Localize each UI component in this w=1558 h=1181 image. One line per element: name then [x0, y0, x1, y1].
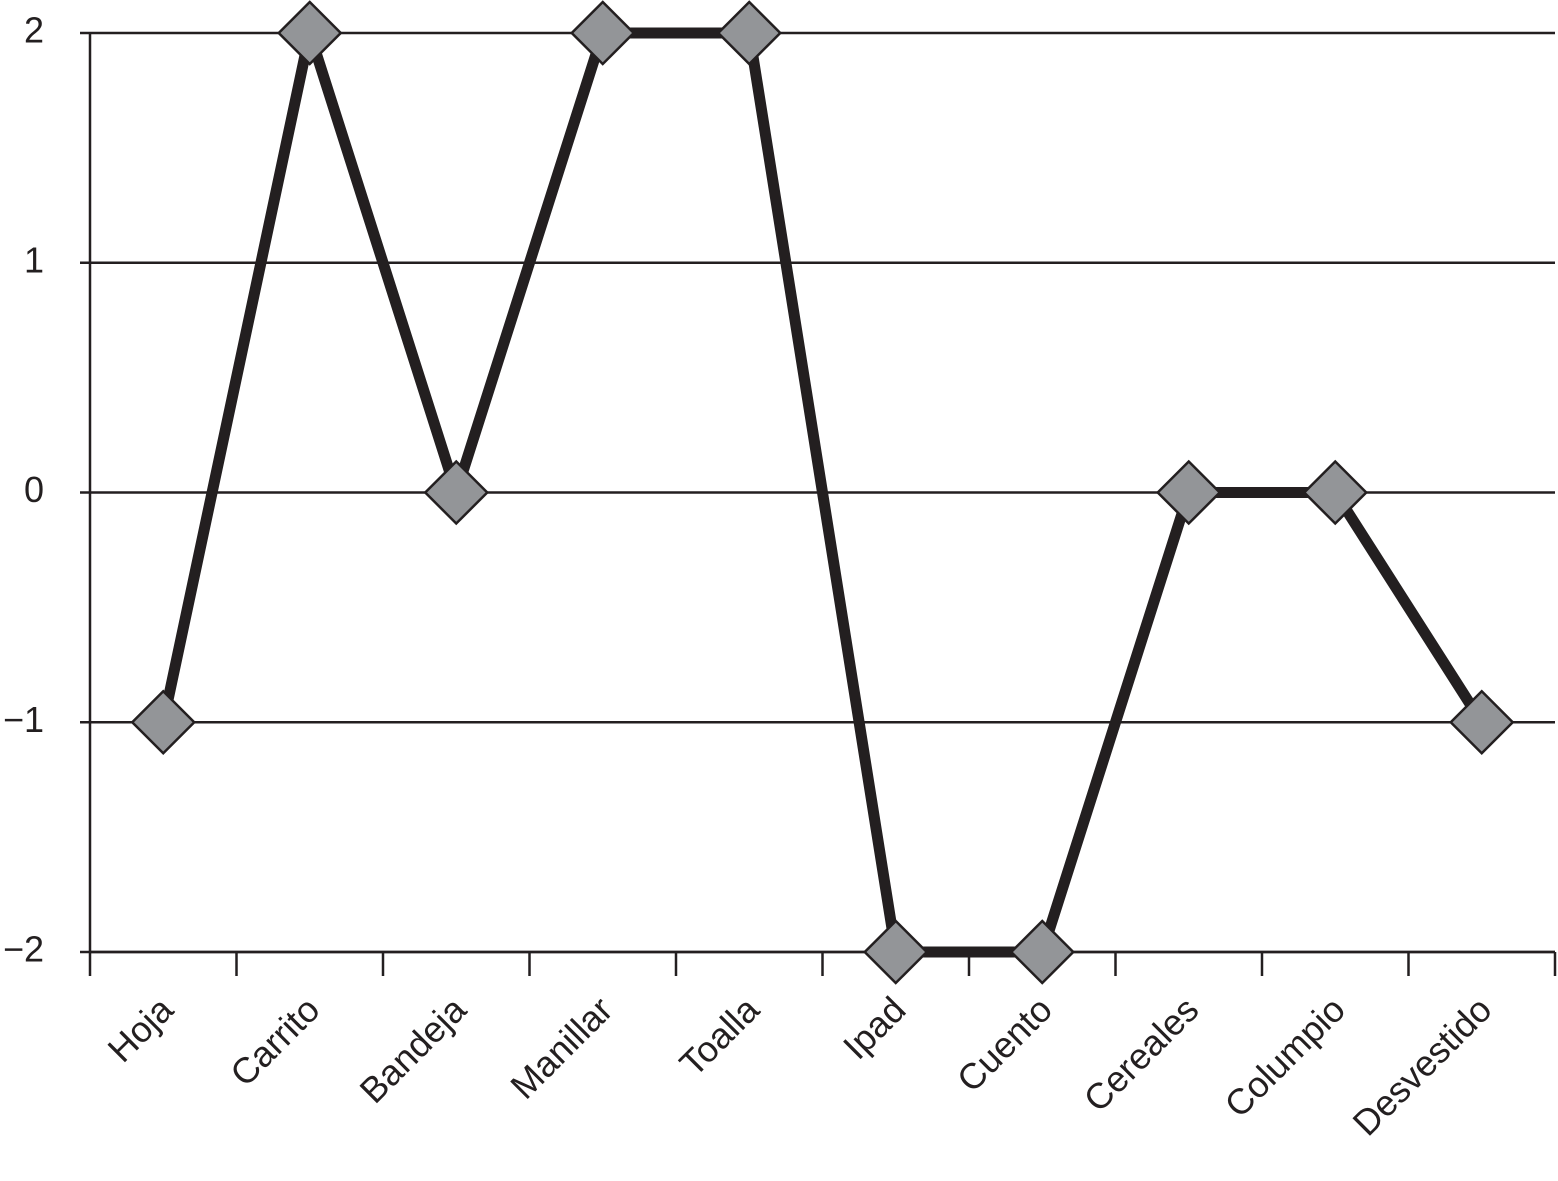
y-tick-label: 1 — [24, 239, 44, 280]
x-tick-label: Cuento — [949, 989, 1060, 1100]
x-tick-label: Ipad — [835, 989, 914, 1068]
x-tick-label: Columpio — [1216, 989, 1353, 1126]
marker — [569, 0, 636, 66]
marker — [716, 0, 783, 66]
y-tick-label: −2 — [3, 929, 44, 970]
marker — [1155, 459, 1222, 526]
y-tick-label: 0 — [24, 469, 44, 510]
x-tick-label: Desvestido — [1344, 989, 1499, 1144]
marker — [1009, 919, 1076, 985]
x-tick-label: Cereales — [1076, 989, 1207, 1120]
x-tick-label: Hoja — [100, 988, 182, 1070]
x-tick-label: Manillar — [502, 989, 620, 1107]
x-tick-label: Toalla — [671, 988, 767, 1084]
y-tick-label: −1 — [3, 699, 44, 740]
marker — [423, 459, 490, 526]
marker — [1302, 459, 1369, 526]
data-line — [157, 11, 1487, 958]
x-tick-label: Bandeja — [351, 988, 474, 1111]
y-tick-label: 2 — [24, 10, 44, 51]
marker — [276, 0, 343, 66]
marker — [1448, 689, 1515, 756]
marker — [130, 689, 197, 756]
x-tick-label: Carrito — [222, 989, 327, 1094]
marker — [862, 919, 929, 985]
